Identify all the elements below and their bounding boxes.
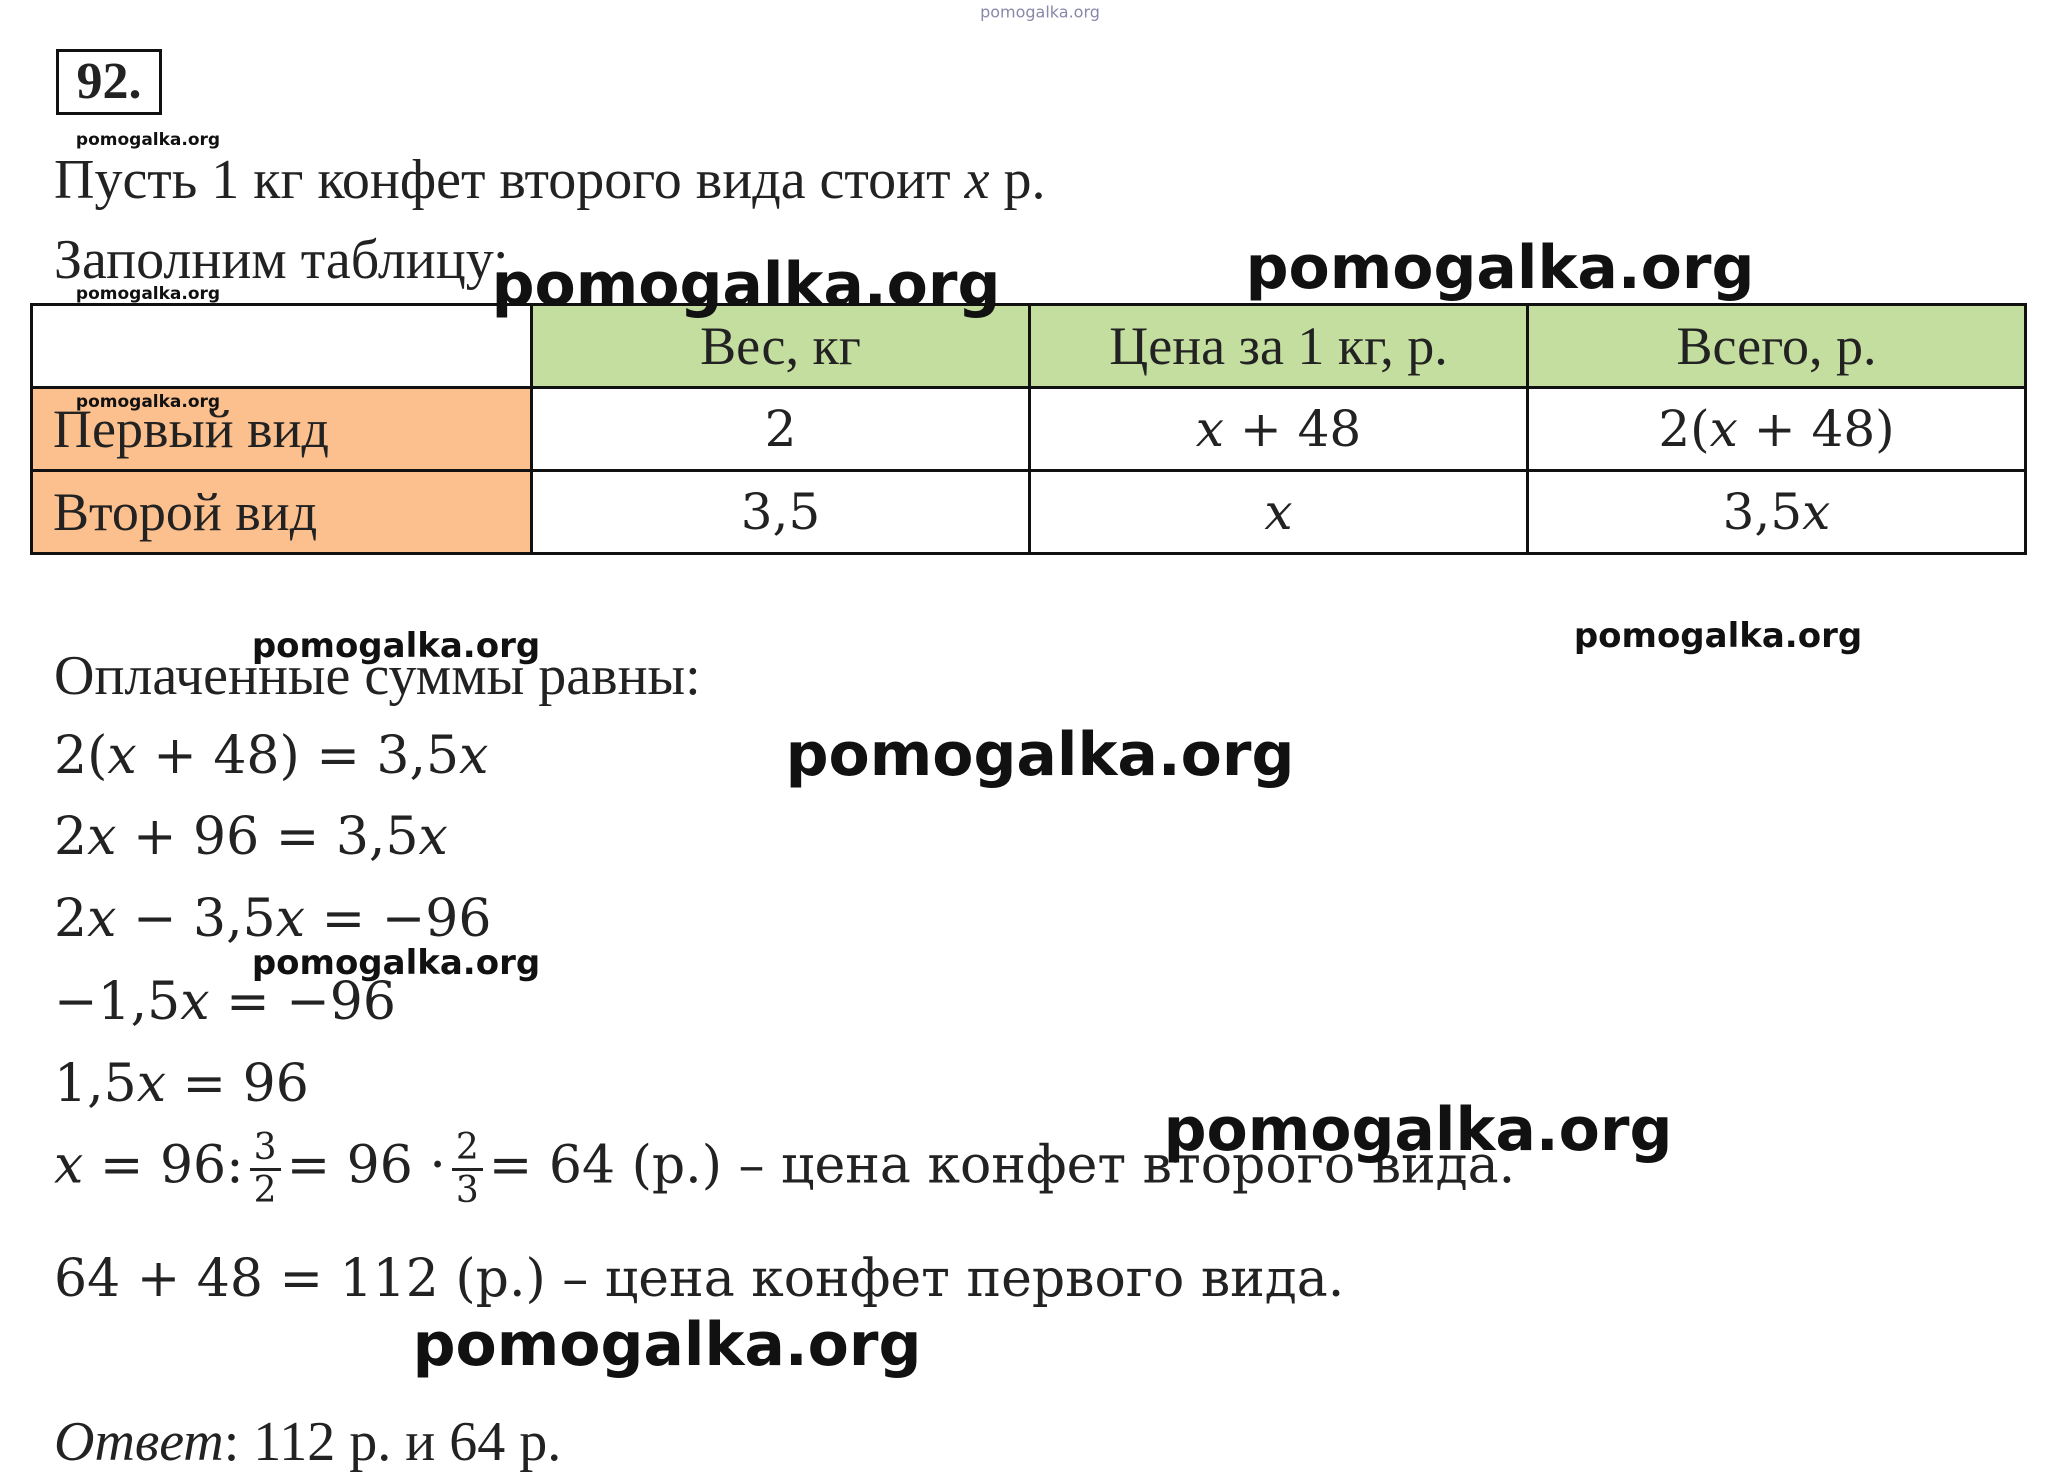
answer-label: Ответ: [54, 1411, 224, 1473]
denominator: 2: [253, 1169, 277, 1211]
watermark: pomogalka.org: [785, 720, 1295, 790]
variable: x: [87, 807, 117, 867]
numerator: 2: [451, 1128, 483, 1171]
row-label: Первый вид: [30, 386, 533, 472]
answer: Ответ: 112 р. и 64 р.: [54, 1410, 561, 1474]
table-row: Второй вид 3,5 x 3,5x: [30, 469, 2027, 555]
header-cell: Вес, кг: [530, 303, 1031, 389]
header-cell: Всего, р.: [1526, 303, 2027, 389]
variable: x: [107, 726, 137, 786]
equation: 1,5x = 96: [54, 1054, 309, 1114]
equation: 2x + 96 = 3,5x: [54, 807, 448, 867]
table-header: Вес, кг Цена за 1 кг, р. Всего, р.: [30, 303, 2027, 389]
watermark: pomogalka.org: [251, 943, 541, 983]
variable: x: [459, 726, 489, 786]
watermark: pomogalka.org: [980, 2, 1100, 22]
variable: x: [54, 1135, 84, 1196]
watermark: pomogalka.org: [251, 626, 541, 666]
equation-part: = 96 ·: [286, 1135, 446, 1196]
table-cell: 2(x + 48): [1526, 386, 2027, 472]
variable: x: [1195, 400, 1224, 458]
watermark: pomogalka.org: [75, 130, 221, 150]
table-cell: [30, 303, 533, 389]
watermark: pomogalka.org: [75, 392, 221, 412]
table-cell: 3,5x: [1526, 469, 2027, 555]
data-table: Вес, кг Цена за 1 кг, р. Всего, р. Первы…: [30, 303, 2027, 555]
equation-part: = 64 (р.) – цена конфет второго вида.: [488, 1135, 1516, 1196]
final-line: 64 + 48 = 112 (р.) – цена конфет первого…: [54, 1249, 1345, 1309]
table-cell: 3,5: [530, 469, 1031, 555]
variable: x: [87, 889, 117, 949]
equation: 2x − 3,5x = −96: [54, 889, 492, 949]
variable: x: [180, 972, 210, 1032]
variable: x: [136, 1054, 167, 1114]
solution-intro: Оплаченные суммы равны:: [54, 645, 701, 707]
equation: 2(x + 48) = 3,5x: [54, 726, 489, 786]
denominator: 3: [455, 1169, 479, 1211]
table-cell: 2: [530, 386, 1031, 472]
watermark: pomogalka.org: [412, 1310, 922, 1380]
intro-line: Пусть 1 кг конфет второго вида стоит x р…: [54, 149, 1046, 211]
table-row: Первый вид 2 x + 48 2(x + 48): [30, 386, 2027, 472]
variable: x: [1802, 483, 1831, 541]
row-label: Второй вид: [30, 469, 533, 555]
problem-number: 92.: [56, 49, 162, 115]
equation-part: x = 96:: [54, 1135, 244, 1196]
header-cell: Цена за 1 кг, р.: [1028, 303, 1529, 389]
table-cell: x: [1028, 469, 1529, 555]
watermark: pomogalka.org: [1163, 1095, 1673, 1165]
watermark: pomogalka.org: [1573, 616, 1863, 656]
variable: x: [1709, 400, 1738, 458]
variable: x: [964, 149, 990, 211]
fraction-line: x = 96: 3 2 = 96 · 2 3 = 64 (р.) – цена конфет…: [54, 1128, 1515, 1210]
watermark: pomogalka.org: [491, 250, 1001, 320]
variable: x: [1264, 483, 1293, 541]
table-cell: x + 48: [1028, 386, 1529, 472]
variable: x: [418, 807, 448, 867]
equation: −1,5x = −96: [54, 972, 396, 1032]
answer-text: : 112 р. и 64 р.: [223, 1411, 562, 1473]
watermark: pomogalka.org: [1245, 233, 1755, 303]
variable: x: [275, 889, 306, 949]
numerator: 3: [249, 1128, 281, 1171]
intro-line: Заполним таблицу:: [54, 229, 509, 291]
watermark: pomogalka.org: [75, 284, 221, 304]
